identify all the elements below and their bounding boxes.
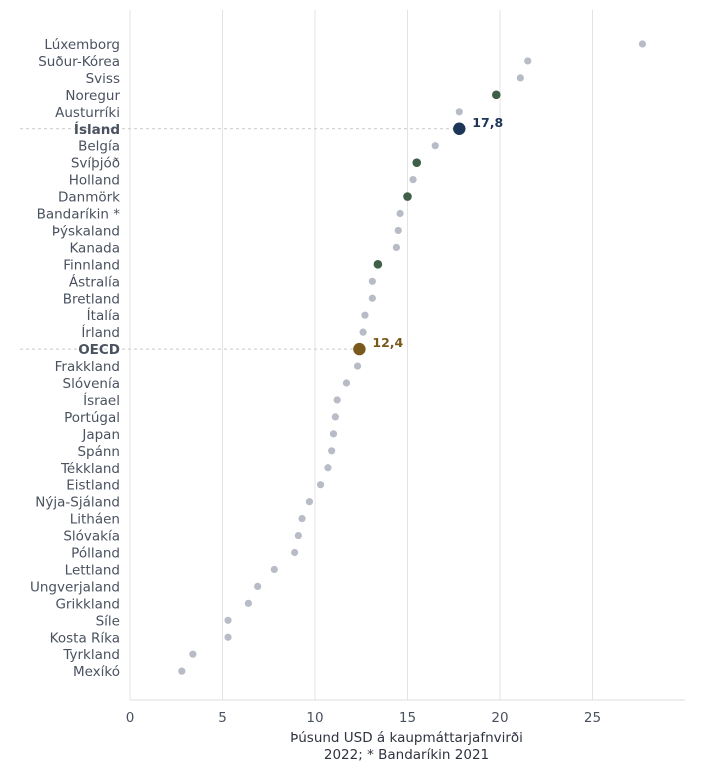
x-tick-label: 20 <box>491 710 508 726</box>
data-point <box>403 192 412 201</box>
data-point <box>353 342 366 356</box>
data-point <box>270 565 278 574</box>
x-tick-label: 25 <box>584 710 601 726</box>
category-label: Síle <box>96 613 120 629</box>
data-point <box>328 447 336 455</box>
data-point <box>305 498 314 506</box>
data-point <box>638 40 647 48</box>
data-point <box>224 616 232 624</box>
category-label: Ungverjaland <box>30 579 120 595</box>
category-label: Suður-Kórea <box>38 54 120 70</box>
data-point <box>492 90 501 100</box>
data-point <box>353 362 362 370</box>
x-axis-title: Þúsund USD á kaupmáttarjafnvirði <box>290 730 523 746</box>
category-label: Ísland <box>74 121 120 138</box>
data-point <box>294 531 302 540</box>
category-label: Slóvakía <box>63 529 120 545</box>
category-label: Eistland <box>66 478 120 494</box>
data-point <box>224 633 232 641</box>
category-label: Belgía <box>78 139 120 155</box>
category-label: Frakkland <box>55 359 120 375</box>
category-label: Mexíkó <box>73 664 120 680</box>
category-label: Grikkland <box>55 596 120 612</box>
data-point <box>331 413 339 421</box>
data-point <box>189 650 197 658</box>
category-label: Pólland <box>71 546 120 562</box>
category-label: Bretland <box>63 291 120 307</box>
category-label: Ítalía <box>87 307 120 324</box>
category-label: Portúgal <box>64 410 120 426</box>
category-label: OECD <box>78 342 120 358</box>
data-point <box>394 226 402 235</box>
data-point <box>431 142 439 150</box>
data-point <box>342 379 351 387</box>
category-label: Lettland <box>65 562 120 578</box>
data-label: 12,4 <box>372 335 403 350</box>
category-label: Litháen <box>70 512 120 528</box>
data-point <box>291 548 299 557</box>
x-tick-label: 10 <box>306 710 323 726</box>
category-label: Ísrael <box>83 392 120 409</box>
data-point <box>333 396 341 404</box>
category-label: Holland <box>69 173 120 189</box>
data-point <box>368 294 376 302</box>
data-point <box>329 430 338 438</box>
category-label: Spánn <box>77 444 120 460</box>
category-label: Írland <box>81 324 120 341</box>
category-label: Kanada <box>69 240 120 256</box>
data-point <box>324 464 332 472</box>
data-point <box>254 582 262 591</box>
x-tick-label: 0 <box>126 710 135 726</box>
data-point <box>298 515 306 523</box>
category-label: Lúxemborg <box>44 37 120 53</box>
data-point <box>516 74 524 82</box>
data-point <box>373 260 383 269</box>
category-label: Svíþjóð <box>71 156 120 172</box>
data-point <box>524 57 532 65</box>
data-point <box>455 108 463 116</box>
category-label: Bandaríkin * <box>37 207 121 223</box>
category-label: Austurríki <box>55 105 120 121</box>
data-point <box>412 158 422 167</box>
data-point <box>392 243 400 251</box>
category-label: Kosta Ríka <box>50 630 120 646</box>
data-point <box>453 122 466 135</box>
data-point <box>316 481 325 489</box>
category-label: Nýja-Sjáland <box>35 495 120 511</box>
category-label: Ástralía <box>69 273 120 290</box>
data-point <box>359 328 367 336</box>
category-label: Þýskaland <box>52 223 120 239</box>
data-point <box>244 599 252 607</box>
x-axis-subtitle: 2022; * Bandaríkin 2021 <box>324 747 489 763</box>
data-label: 17,8 <box>472 115 503 130</box>
data-point <box>178 667 186 675</box>
category-label: Japan <box>81 427 120 443</box>
category-label: Slóvenía <box>63 376 120 392</box>
data-point <box>361 311 369 319</box>
category-label: Tyrkland <box>62 647 120 663</box>
data-point <box>396 209 404 218</box>
data-point <box>409 176 417 184</box>
category-label: Tékkland <box>60 461 120 477</box>
data-point <box>368 277 376 285</box>
category-label: Noregur <box>65 88 120 104</box>
category-label: Sviss <box>86 71 120 87</box>
x-tick-label: 5 <box>218 710 227 726</box>
category-label: Danmörk <box>58 190 120 206</box>
x-tick-label: 15 <box>399 710 416 726</box>
category-label: Finnland <box>63 257 120 273</box>
